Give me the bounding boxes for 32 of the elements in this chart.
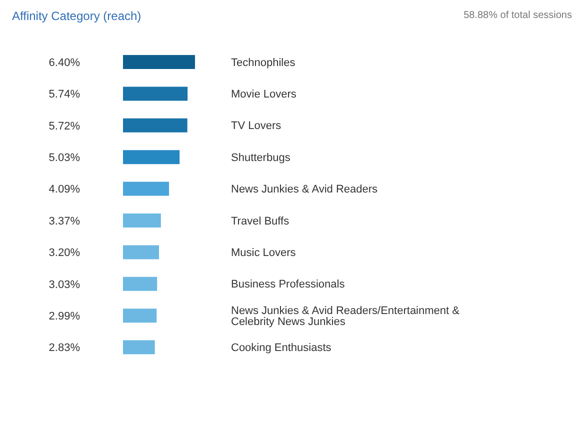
y-tick-label: News Junkies & Avid Readers [231, 184, 378, 196]
data-label: 4.09% [48, 184, 80, 196]
bar [123, 118, 188, 132]
y-tick-label: Technophiles [231, 56, 296, 69]
y-tick-label: Business Professionals [231, 278, 346, 291]
data-label: 5.74% [48, 88, 80, 101]
bar [123, 340, 155, 354]
data-label: 3.20% [48, 247, 80, 260]
text: 58.88% of total sessions [464, 10, 572, 21]
y-tick-label: Cooking Enthusiasts [231, 342, 332, 354]
y-tick-label: Shutterbugs [231, 152, 291, 164]
data-label: 6.40% [48, 56, 80, 69]
y-tick-label: Movie Lovers [231, 88, 297, 100]
data-label: 3.37% [48, 215, 80, 228]
bar [123, 308, 157, 323]
data-label: 3.03% [48, 278, 80, 291]
y-tick-label: Music Lovers [231, 246, 296, 259]
chart-title: Affinity Category (reach) [12, 9, 142, 23]
bar [123, 214, 161, 228]
bar [123, 150, 180, 164]
data-label: 5.72% [48, 120, 80, 132]
y-tick-label: News Junkies & Avid Readers/Entertainment & Celebrity News Junkies [231, 304, 460, 328]
bar [123, 86, 188, 101]
y-tick-label: Travel Buffs [231, 215, 290, 228]
data-label: 5.03% [48, 152, 80, 164]
data-label: 2.83% [48, 342, 80, 354]
bar [123, 245, 159, 260]
bar [123, 182, 170, 196]
bar [123, 55, 195, 69]
y-tick-label: TV Lovers [231, 120, 282, 132]
bar [123, 276, 158, 291]
data-label: 2.99% [48, 310, 80, 322]
